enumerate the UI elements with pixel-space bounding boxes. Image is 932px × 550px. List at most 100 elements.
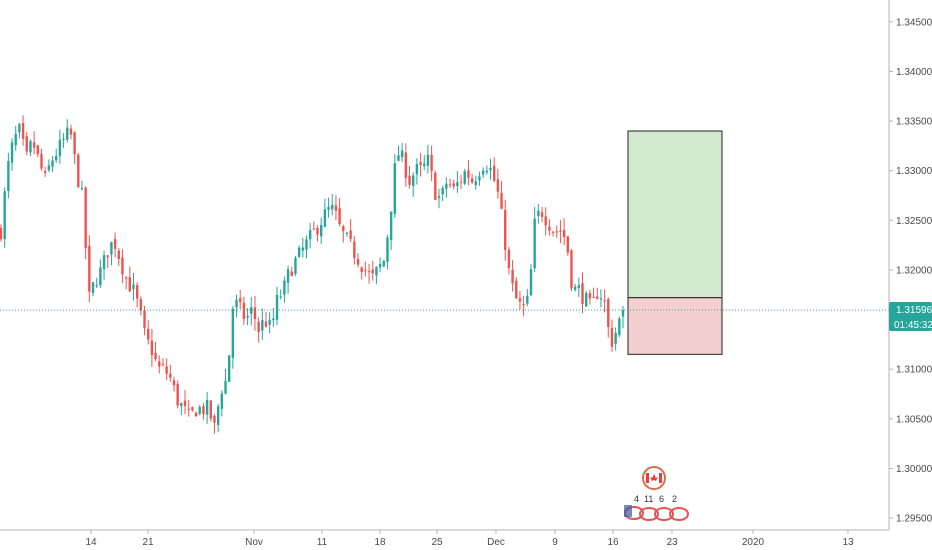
candle-body (621, 310, 625, 317)
candle-body (91, 282, 95, 294)
candle-body (205, 400, 209, 415)
candle-body (331, 204, 334, 210)
candle-body (562, 229, 566, 238)
candle-body (216, 406, 220, 426)
time-tick-label: 11 (317, 537, 328, 548)
candle-body (21, 123, 25, 139)
candle-body (47, 165, 51, 171)
candle-body (275, 294, 279, 320)
time-tick-label: 16 (607, 537, 619, 548)
candle-body (106, 255, 109, 258)
candle-body (507, 249, 511, 268)
candle-body (448, 184, 452, 186)
candle-body (526, 295, 529, 304)
candle-body (239, 297, 242, 303)
candle-body (489, 167, 492, 171)
candle-body (10, 142, 14, 163)
profit-zone[interactable] (627, 130, 723, 299)
candle-body (408, 175, 411, 185)
candle-body (618, 318, 621, 336)
candle-body (496, 179, 500, 192)
candle-body (139, 299, 143, 311)
candle-body (570, 250, 573, 289)
candle-body (426, 154, 430, 166)
price-tick-label: 1.34500 (896, 17, 932, 28)
candle-body (99, 267, 102, 286)
time-axis[interactable]: 14 21 Nov 11 18 25 Dec 9 16 23 2020 13 (85, 530, 854, 548)
candle-body (191, 407, 194, 411)
candle-body (452, 183, 455, 187)
candle-body (261, 319, 264, 331)
candle-body (430, 154, 433, 172)
candle-body (456, 182, 459, 187)
candle-body (342, 226, 345, 232)
candle-body (231, 308, 235, 358)
candle-body (88, 245, 91, 292)
candle-body (169, 373, 172, 378)
candle-body (540, 212, 544, 217)
logo-ring-4 (669, 507, 689, 521)
candle-body (607, 299, 610, 327)
candle-body (172, 380, 176, 386)
candle-body (551, 231, 555, 233)
candle-body (327, 207, 330, 210)
candle-body (187, 408, 190, 410)
candle-body (584, 293, 588, 307)
candle-body (367, 271, 371, 273)
candle-body (143, 310, 146, 328)
time-tick-label: Nov (245, 537, 263, 548)
loss-zone[interactable] (627, 297, 723, 355)
candle-body (209, 400, 212, 419)
candle-body (246, 315, 249, 318)
candle-body (581, 283, 584, 305)
candle-body (522, 304, 525, 306)
candle-body (117, 250, 120, 260)
candle-body (412, 175, 415, 187)
flag-bar-left (646, 473, 649, 483)
candle-body (492, 165, 496, 181)
candle-body (485, 170, 489, 173)
candle-body (110, 241, 113, 255)
candle-body (371, 269, 374, 274)
candle-body (423, 163, 426, 167)
candle-body (316, 228, 319, 235)
candle-body (500, 192, 503, 209)
candle-body (511, 269, 514, 284)
candle-body (224, 380, 227, 394)
candle-body (150, 340, 154, 356)
candle-body (124, 277, 128, 279)
badge-1: 4 (634, 494, 639, 504)
candle-body (102, 255, 106, 270)
candle-body (272, 318, 275, 321)
candle-body (301, 247, 304, 251)
position-tool[interactable] (627, 130, 723, 355)
candle-body (470, 178, 474, 183)
candle-body (441, 188, 444, 195)
candle-body (349, 230, 352, 239)
logo-ring-3 (654, 507, 674, 521)
candle-body (588, 293, 592, 299)
candle-body (345, 232, 349, 234)
candle-body (69, 128, 73, 135)
candle-body (283, 280, 286, 295)
candle-body (592, 297, 595, 299)
candle-body (478, 176, 481, 181)
candle-body (375, 267, 378, 276)
candle-body (268, 319, 271, 325)
candle-body (290, 271, 293, 277)
candle-body (80, 188, 84, 190)
candle-body (445, 183, 448, 189)
watermark-logo: 4 11 6 2 (624, 466, 689, 521)
logo-blue-mark (624, 505, 632, 517)
price-tick-label: 1.32500 (896, 216, 932, 227)
candle-body (474, 181, 477, 186)
candle-body (610, 327, 614, 347)
flag-bar-right (659, 473, 662, 483)
time-tick-label: 18 (374, 537, 386, 548)
candle-body (529, 269, 533, 296)
price-axis[interactable]: 1.34500 1.34000 1.33500 1.33000 1.32500 1.320… (889, 17, 932, 525)
candle-body (135, 285, 139, 299)
candle-body (356, 258, 360, 265)
candle-body (132, 284, 135, 290)
